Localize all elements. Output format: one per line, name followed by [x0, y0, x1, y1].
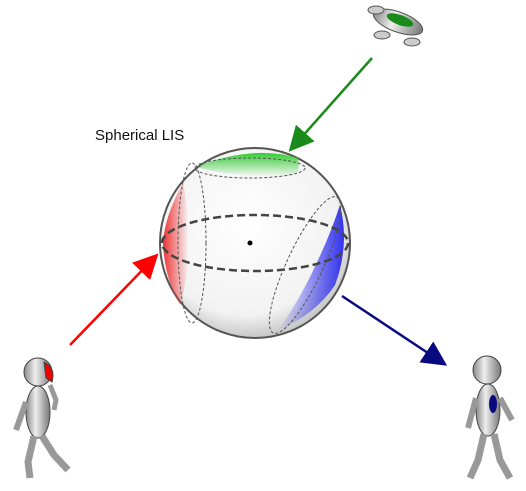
arrow-out	[341, 294, 448, 366]
sphere-label: Spherical LIS	[95, 127, 184, 144]
sphere	[159, 147, 351, 339]
satellite	[367, 5, 424, 47]
arrow-in-left	[69, 253, 159, 346]
person-left	[13, 357, 71, 479]
person-right	[465, 355, 515, 480]
arrow-in-top	[288, 57, 373, 152]
